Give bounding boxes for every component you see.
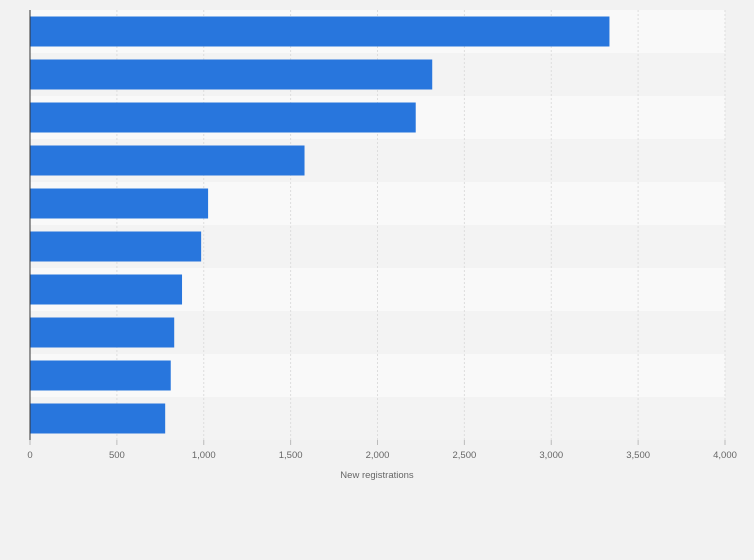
x-tick-label: 4,000	[713, 450, 737, 461]
bar[interactable]	[30, 145, 305, 176]
bar[interactable]	[30, 16, 610, 47]
bar[interactable]	[30, 403, 166, 434]
x-tick-label: 1,500	[279, 450, 303, 461]
bar[interactable]	[30, 102, 416, 133]
bar[interactable]	[30, 274, 183, 305]
x-tick-label: 0	[27, 450, 32, 461]
x-tick-labels: 0 500 1,000 1,500 2,000 2,500 3,000 3,500 4,000	[27, 450, 737, 461]
bar[interactable]	[30, 317, 175, 348]
bar[interactable]	[30, 188, 209, 219]
bars	[30, 16, 610, 434]
bar[interactable]	[30, 59, 433, 90]
x-tick-label: 500	[109, 450, 125, 461]
x-axis-title: New registrations	[340, 470, 414, 481]
x-tick-label: 1,000	[192, 450, 216, 461]
x-tick-label: 3,000	[539, 450, 563, 461]
axes	[29, 10, 726, 445]
x-tick-label: 3,500	[626, 450, 650, 461]
x-tick-label: 2,500	[452, 450, 476, 461]
x-tick-label: 2,000	[366, 450, 390, 461]
bar[interactable]	[30, 360, 171, 391]
bar[interactable]	[30, 231, 202, 262]
